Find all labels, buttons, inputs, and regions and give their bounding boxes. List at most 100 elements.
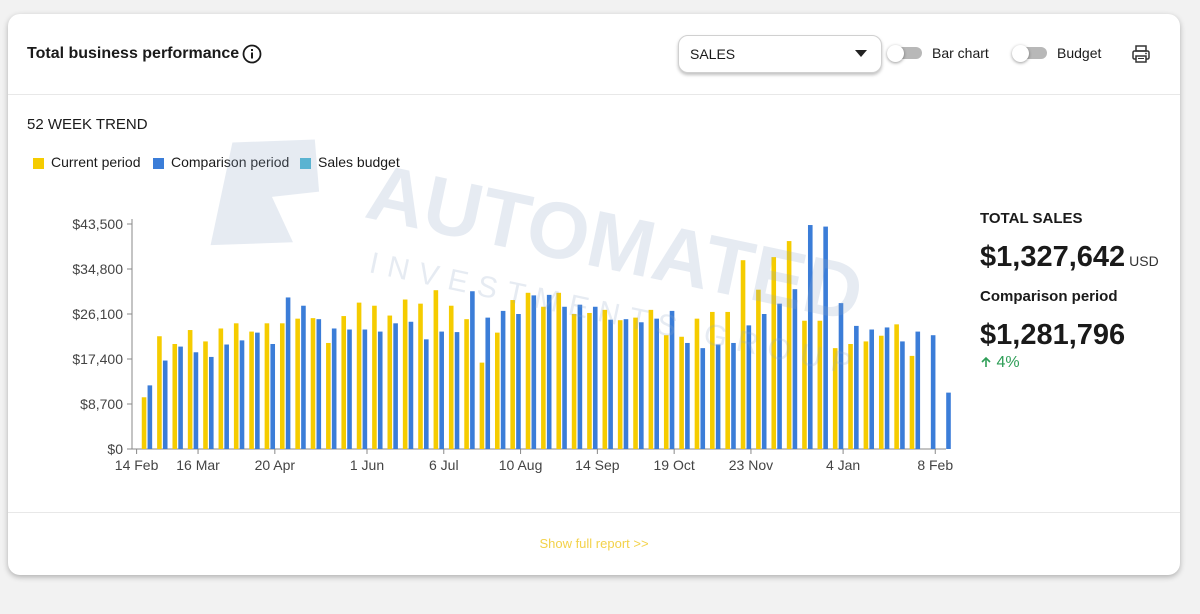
total-sales-label: TOTAL SALES <box>980 210 1083 227</box>
bar-current <box>756 289 761 449</box>
bar-comparison <box>377 331 383 449</box>
y-tick-label: $34,800 <box>72 261 123 277</box>
x-tick-label: 14 Feb <box>115 457 159 473</box>
bar-comparison <box>900 341 905 449</box>
bar-comparison <box>362 329 368 449</box>
y-tick-label: $0 <box>107 441 123 457</box>
metric-select[interactable]: SALES <box>678 35 882 73</box>
legend-label: Sales budget <box>318 154 400 170</box>
bar-comparison <box>746 325 752 449</box>
y-tick-label: $8,700 <box>80 396 123 412</box>
bar-comparison <box>715 344 721 449</box>
bar-comparison <box>608 319 613 449</box>
x-tick-label: 1 Jun <box>350 457 384 473</box>
toggle-knob <box>887 45 904 62</box>
print-icon[interactable] <box>1130 43 1152 65</box>
trend-chart: $0 $8,700 $17,400 $26,100 $34,800 $43,500 14 F… <box>72 216 953 473</box>
bar-current <box>279 323 285 449</box>
bar-comparison <box>884 327 890 449</box>
bar-comparison <box>700 348 706 449</box>
bar-comparison <box>331 328 337 449</box>
bar-comparison <box>777 303 782 449</box>
bar-comparison <box>208 356 214 449</box>
bar-current <box>264 323 270 449</box>
change-indicator: 4% <box>980 354 1175 372</box>
bar-comparison <box>485 317 491 449</box>
bar-current <box>541 306 546 449</box>
total-sales-amount: $1,327,642 <box>980 241 1126 273</box>
bar-current <box>448 305 454 449</box>
bar-comparison <box>685 342 690 449</box>
total-sales-value: $1,327,642 USD <box>980 241 1175 274</box>
bar-comparison <box>946 392 951 449</box>
bar-comparison <box>255 332 260 449</box>
bar-comparison <box>669 310 675 449</box>
bar-current <box>418 303 423 449</box>
x-tick-label: 14 Sep <box>575 457 620 473</box>
bar-current <box>571 314 577 449</box>
bar-comparison <box>654 318 659 449</box>
bar-comparison <box>408 321 414 449</box>
bar-current <box>617 320 623 449</box>
bar-current <box>725 311 730 449</box>
toggle-knob <box>1012 45 1029 62</box>
comparison-label: Comparison period <box>980 288 1118 305</box>
bar-current <box>802 320 807 449</box>
sales-summary: TOTAL SALES $1,327,642 USD Comparison per… <box>980 210 1175 372</box>
bar-comparison <box>792 289 798 449</box>
bar-current <box>878 335 884 449</box>
bar-current <box>894 324 899 449</box>
bar-comparison <box>424 339 429 449</box>
bar-current <box>663 335 669 449</box>
bar-comparison <box>930 335 936 449</box>
x-tick-label: 16 Mar <box>176 457 220 473</box>
bar-current <box>141 397 147 449</box>
bar-current <box>203 341 208 449</box>
metric-select-value: SALES <box>690 46 736 62</box>
bar-comparison <box>623 319 629 449</box>
bar-comparison <box>577 304 583 449</box>
bar-current <box>556 292 562 449</box>
bar-current <box>587 312 592 449</box>
legend-label: Current period <box>51 154 141 170</box>
bar-current <box>402 299 408 449</box>
bar-current <box>295 318 300 449</box>
info-icon[interactable] <box>242 44 262 64</box>
bar-comparison <box>239 340 245 449</box>
bar-current <box>341 316 347 449</box>
business-performance-card: Total business performance SALES Bar cha… <box>8 14 1180 575</box>
bar-comparison <box>592 306 598 449</box>
bar-current <box>233 323 239 449</box>
bar-comparison <box>807 225 813 449</box>
budget-toggle-label: Budget <box>1057 45 1102 61</box>
bar-current <box>848 344 853 449</box>
legend-swatch <box>300 158 311 169</box>
bar-comparison <box>316 319 322 449</box>
x-tick-label: 10 Aug <box>499 457 543 473</box>
bar-comparison <box>285 297 291 449</box>
bar-current <box>433 290 439 449</box>
bar-current <box>786 241 792 449</box>
bar-current <box>740 260 746 449</box>
bar-current <box>832 348 838 449</box>
legend-swatch <box>33 158 44 169</box>
legend-swatch <box>153 158 164 169</box>
bar-current <box>495 332 500 449</box>
comparison-value: $1,281,796 <box>980 319 1126 351</box>
bar-current <box>525 292 531 449</box>
show-full-report-link[interactable]: Show full report >> <box>539 536 649 551</box>
bar-current <box>218 328 224 449</box>
bar-comparison <box>147 385 153 449</box>
bar-current <box>356 302 362 449</box>
bar-comparison <box>470 291 475 449</box>
bar-comparison <box>869 329 875 449</box>
bar-chart-toggle-label: Bar chart <box>932 45 989 61</box>
bar-current <box>464 319 469 449</box>
bar-comparison <box>731 342 736 449</box>
bar-current <box>310 318 316 449</box>
currency-unit: USD <box>1129 253 1159 269</box>
bar-comparison <box>546 294 552 449</box>
bar-comparison <box>393 323 398 449</box>
bar-current <box>909 355 915 449</box>
x-tick-label: 6 Jul <box>429 457 459 473</box>
